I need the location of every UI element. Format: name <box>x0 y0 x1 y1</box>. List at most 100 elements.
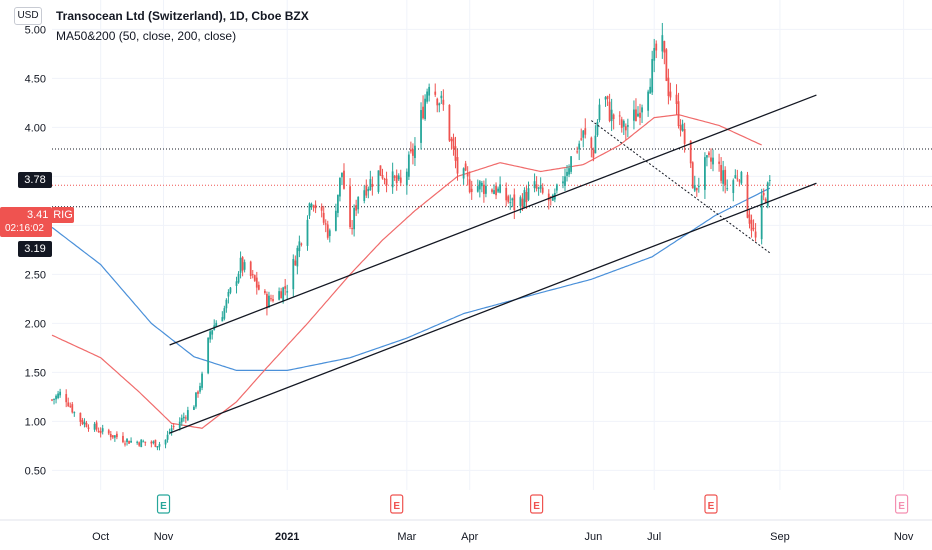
candle-body-14 <box>87 427 90 429</box>
candle-body-73 <box>255 277 258 288</box>
candle-body-5 <box>65 394 68 403</box>
candle-body-122 <box>395 175 398 184</box>
candle-body-203 <box>624 126 627 131</box>
candle-body-68 <box>241 257 244 271</box>
trendline-0 <box>169 94 817 346</box>
candle-body-77 <box>268 295 270 308</box>
y-tick-label-9: 5.00 <box>25 24 46 36</box>
candle-body-182 <box>566 171 568 176</box>
last-price-tag: 3.41 02:16:02 <box>0 207 52 237</box>
candle-body-71 <box>251 274 254 276</box>
candle-body-46 <box>180 418 183 423</box>
x-tick-label-6: Jul <box>647 531 661 543</box>
candle-body-112 <box>367 188 370 192</box>
candle-body-106 <box>351 228 353 230</box>
candle-body-51 <box>195 392 197 407</box>
candle-body-12 <box>83 421 86 425</box>
x-tick-label-0: Oct <box>92 531 109 543</box>
candle-body-13 <box>85 422 88 428</box>
candle-body-164 <box>513 194 516 210</box>
candle-body-66 <box>237 273 240 283</box>
indicator-legend: MA50&200 (50, close, 200, close) <box>56 29 237 43</box>
candle-body-120 <box>391 171 394 188</box>
candle-body-126 <box>407 154 410 177</box>
bar-countdown: 02:16:02 <box>5 223 44 234</box>
candle-body-36 <box>152 441 155 443</box>
candle-body-94 <box>314 204 317 209</box>
candle-body-1 <box>53 398 55 400</box>
candle-body-141 <box>450 138 453 142</box>
candle-body-63 <box>227 292 230 297</box>
candle-body-115 <box>377 170 380 192</box>
candle-body-116 <box>379 165 382 176</box>
candle-body-110 <box>363 190 366 202</box>
candle-body-252 <box>764 199 767 203</box>
candle-body-44 <box>172 426 175 428</box>
earnings-marker-label-1: E <box>393 501 400 512</box>
candle-body-239 <box>726 188 729 190</box>
candle-body-185 <box>576 151 579 153</box>
candle-body-193 <box>596 121 599 136</box>
candle-body-69 <box>243 262 246 270</box>
candle-body-180 <box>562 181 564 184</box>
price-line-tag-low: 3.19 <box>18 241 52 257</box>
candle-body-226 <box>691 162 694 189</box>
candle-body-217 <box>665 49 668 81</box>
candle-body-113 <box>369 179 372 190</box>
candle-body-231 <box>706 155 708 158</box>
candle-body-30 <box>136 441 139 443</box>
candle-body-22 <box>111 435 114 438</box>
candle-body-188 <box>582 130 585 138</box>
candle-body-233 <box>710 157 712 162</box>
candle-body-25 <box>122 435 124 443</box>
candle-body-2 <box>55 395 57 400</box>
candle-body-54 <box>201 373 203 388</box>
candle-body-210 <box>647 91 650 111</box>
candle-body-119 <box>385 178 388 186</box>
trendline-1 <box>169 182 817 434</box>
candle-body-189 <box>584 128 587 135</box>
candle-body-224 <box>683 129 686 144</box>
candle-body-16 <box>95 422 98 430</box>
candle-body-45 <box>178 421 181 429</box>
candle-body-98 <box>326 224 329 238</box>
candle-body-10 <box>79 412 82 422</box>
candle-body-242 <box>736 178 739 180</box>
candle-body-18 <box>99 431 102 434</box>
candle-body-214 <box>655 43 658 51</box>
candle-body-33 <box>142 441 145 443</box>
candle-body-230 <box>704 157 706 190</box>
y-tick-label-4: 2.50 <box>25 269 46 281</box>
earnings-marker-label-4: E <box>898 501 905 512</box>
candle-body-123 <box>397 175 400 180</box>
candle-body-43 <box>170 428 173 432</box>
candle-body-20 <box>107 430 110 434</box>
candle-body-199 <box>612 114 615 120</box>
currency-label: USD <box>14 7 42 25</box>
candle-body-81 <box>280 291 283 299</box>
candle-body-108 <box>355 205 358 211</box>
candle-body-237 <box>722 170 725 184</box>
candle-body-152 <box>480 182 483 187</box>
candle-body-86 <box>294 260 297 266</box>
candle-body-133 <box>426 91 429 102</box>
candle-body-49 <box>186 410 189 421</box>
candle-body-181 <box>564 176 566 187</box>
candle-body-171 <box>535 184 538 189</box>
candle-body-138 <box>440 95 443 99</box>
candle-body-253 <box>766 182 769 207</box>
candle-body-132 <box>424 98 426 120</box>
candle-body-90 <box>306 219 309 246</box>
earnings-marker-1 <box>390 494 404 514</box>
candle-body-174 <box>541 187 544 193</box>
candle-body-172 <box>537 187 540 189</box>
candle-body-78 <box>270 298 272 300</box>
candle-body-70 <box>249 261 252 276</box>
candle-body-225 <box>689 140 692 164</box>
candle-body-222 <box>679 125 682 131</box>
candle-body-0 <box>51 399 53 401</box>
candle-body-38 <box>156 446 159 448</box>
candle-body-124 <box>399 177 402 183</box>
candle-body-48 <box>184 417 187 419</box>
